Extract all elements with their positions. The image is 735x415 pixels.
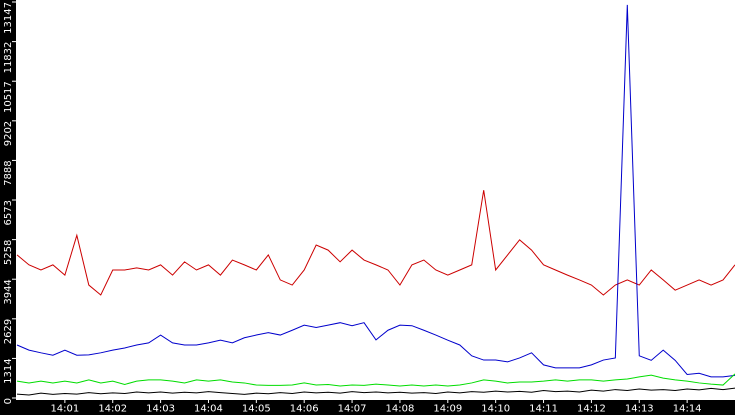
y-tick-label: 1314	[3, 358, 14, 383]
y-tick-label: 11832	[3, 42, 14, 74]
x-tick-label: 14:12	[577, 404, 606, 415]
series-line	[16, 4, 735, 378]
x-tick-label: 14:13	[625, 404, 654, 415]
x-tick-label: 14:04	[194, 404, 223, 415]
x-tick-label: 14:06	[290, 404, 319, 415]
series-line	[16, 190, 735, 296]
y-tick-label: 13147	[3, 2, 14, 34]
x-tick-label: 14:11	[529, 404, 558, 415]
y-tick-label: 9202	[3, 121, 14, 146]
x-tick-label: 14:10	[481, 404, 510, 415]
y-tick-label: 6573	[3, 200, 14, 225]
x-tick-label: 14:05	[242, 404, 271, 415]
y-tick-label: 7888	[3, 160, 14, 185]
x-tick-label: 14:09	[433, 404, 462, 415]
y-tick-label: 3944	[3, 279, 14, 304]
x-tick-label: 14:14	[673, 404, 702, 415]
x-tick-label: 14:07	[338, 404, 367, 415]
series-line	[16, 373, 735, 387]
y-tick-label: 0	[3, 398, 14, 404]
y-tick-label: 10517	[3, 81, 14, 113]
y-tick-label: 2629	[3, 319, 14, 344]
y-tick-label: 5258	[3, 240, 14, 265]
y-axis-strip	[0, 0, 16, 415]
x-tick-label: 14:02	[98, 404, 127, 415]
x-tick-label: 14:03	[146, 404, 175, 415]
x-tick-label: 14:08	[386, 404, 415, 415]
series-line	[16, 387, 735, 396]
x-tick-label: 14:01	[50, 404, 79, 415]
x-axis-strip	[0, 400, 735, 415]
